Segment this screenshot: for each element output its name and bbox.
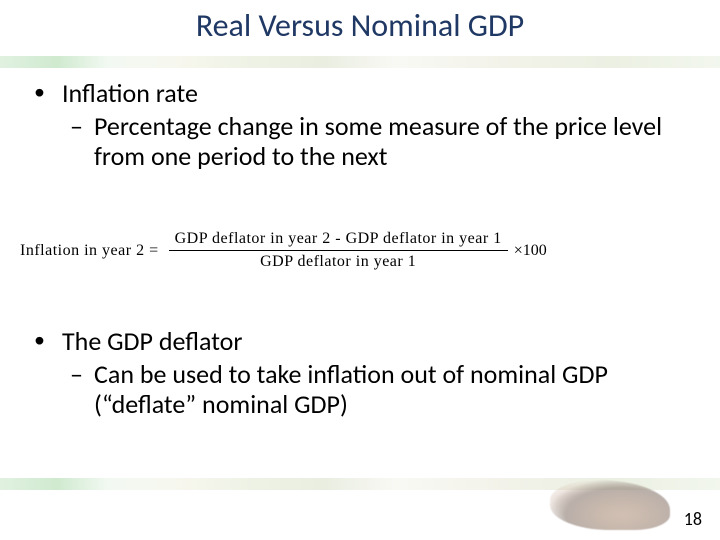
formula-fraction: GDP deflator in year 2 - GDP deflator in… bbox=[169, 228, 508, 273]
inflation-formula: Inflation in year 2 = GDP deflator in ye… bbox=[20, 228, 700, 273]
bullet-dot-icon: • bbox=[30, 78, 62, 109]
formula-tail: ×100 bbox=[514, 242, 547, 260]
formula-lhs: Inflation in year 2 = bbox=[20, 242, 159, 260]
slide: Real Versus Nominal GDP • Inflation rate… bbox=[0, 0, 720, 540]
bullet-text: Inflation rate bbox=[62, 78, 690, 109]
decorative-band-top bbox=[0, 56, 720, 68]
bullet-level1: • Inflation rate bbox=[30, 78, 690, 109]
slide-title: Real Versus Nominal GDP bbox=[0, 6, 720, 45]
formula-denominator: GDP deflator in year 1 bbox=[254, 251, 422, 273]
bullet-level1: • The GDP deflator bbox=[30, 326, 690, 357]
decorative-band-bottom bbox=[0, 478, 720, 490]
bullet-level2: – Percentage change in some measure of t… bbox=[70, 111, 690, 172]
page-number: 18 bbox=[684, 508, 702, 530]
bullet-text: Can be used to take inflation out of nom… bbox=[94, 359, 690, 420]
bullet-dot-icon: • bbox=[30, 326, 62, 357]
bullet-dash-icon: – bbox=[70, 359, 94, 420]
bullet-level2: – Can be used to take inflation out of n… bbox=[70, 359, 690, 420]
bullet-text: Percentage change in some measure of the… bbox=[94, 111, 690, 172]
content-block-2: • The GDP deflator – Can be used to take… bbox=[30, 326, 690, 422]
formula-numerator: GDP deflator in year 2 - GDP deflator in… bbox=[169, 228, 508, 250]
content-block-1: • Inflation rate – Percentage change in … bbox=[30, 78, 690, 174]
bullet-dash-icon: – bbox=[70, 111, 94, 172]
bullet-text: The GDP deflator bbox=[62, 326, 690, 357]
